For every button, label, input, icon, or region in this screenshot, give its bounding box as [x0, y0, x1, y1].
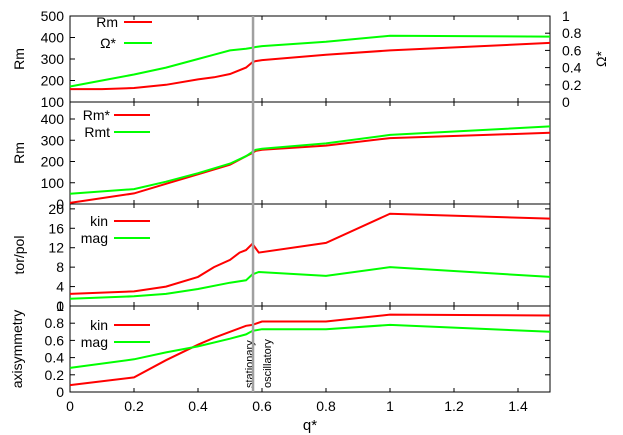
- y-tick-label: 400: [41, 111, 65, 127]
- y-tick-label: 200: [41, 154, 65, 170]
- y-tick-label: 4: [56, 279, 64, 295]
- x-tick-label: 0.2: [124, 398, 144, 414]
- series-line-torpol-red: [69, 212, 551, 295]
- y-tick-label: 0.4: [45, 350, 65, 366]
- x-axis-ticks: 0 0.2 0.4 0.6 0.8 1 1.2 1.4: [66, 16, 528, 414]
- y-tick-label: 300: [41, 51, 65, 67]
- series-line-torpol-green: [69, 266, 551, 300]
- y-axis-label: tor/pol: [11, 236, 27, 275]
- legend-label: kin: [90, 213, 108, 229]
- x-tick-label: 1: [386, 398, 394, 414]
- y-tick-label: 1: [56, 298, 64, 314]
- y-tick-label: 16: [48, 220, 64, 236]
- y-tick-label: 200: [41, 73, 65, 89]
- y-tick-label: 0: [56, 298, 64, 314]
- legend-label: kin: [90, 317, 108, 333]
- x-tick-label: 1.4: [508, 398, 528, 414]
- y-tick-label: 0.8: [45, 315, 65, 331]
- series-line-rm-omega-green: [69, 34, 551, 88]
- panel-torpol: tor/pol kin mag: [11, 203, 551, 307]
- y-tick-label: 0: [56, 384, 64, 400]
- y-tick-label: 20: [48, 201, 64, 217]
- series-line-rm-omega-red: [70, 41, 551, 91]
- legend: Rm* Rmt: [83, 107, 150, 140]
- y2-tick-label: 0.2: [562, 77, 582, 93]
- series-line-axisym-red: [69, 313, 551, 387]
- legend: kin mag: [81, 317, 150, 350]
- y-tick-label: 0.6: [45, 332, 65, 348]
- y2-tick-label: 0.4: [562, 60, 582, 76]
- x-tick-label: 0: [66, 398, 74, 414]
- panel-frame: [69, 101, 551, 205]
- y2-tick-label: 0: [562, 94, 570, 110]
- legend-label: Rmt: [84, 124, 110, 140]
- y-tick-label: 8: [56, 259, 64, 275]
- y2-axis-label: Ω*: [593, 50, 609, 66]
- legend-label: Rm*: [83, 107, 111, 123]
- y-tick-label: 400: [41, 30, 65, 46]
- y2-tick-label: 0.8: [562, 25, 582, 41]
- y-tick-label: 12: [48, 240, 64, 256]
- panel-frame: [69, 305, 551, 393]
- x-axis-label: q*: [303, 417, 317, 434]
- panel-rm-crit: Rm Rm* Rmt: [11, 101, 551, 205]
- y2-tick-label: 0.6: [562, 42, 582, 58]
- y-tick-label: 0.2: [45, 367, 65, 383]
- panel-axisym: axisymmetry kin mag: [9, 305, 551, 393]
- series-line-axisym-green: [69, 323, 551, 369]
- x-tick-label: 0.6: [252, 398, 272, 414]
- legend: kin mag: [81, 213, 150, 246]
- y-axis-label: Rm: [11, 142, 27, 164]
- y2-tick-label: 1: [562, 8, 570, 24]
- y-tick-label: 100: [41, 94, 65, 110]
- oscillatory-label: oscillatory: [262, 339, 274, 388]
- series-lines: [69, 34, 551, 387]
- legend-label: mag: [81, 334, 108, 350]
- y-axis-label: axisymmetry: [9, 310, 25, 389]
- y-axis-ticks: 10020030040050000.20.40.60.8101002003004…: [41, 8, 582, 400]
- x-tick-label: 0.8: [316, 398, 336, 414]
- legend: Rm Ω*: [96, 14, 152, 51]
- y-tick-label: 300: [41, 132, 65, 148]
- legend-label: mag: [81, 230, 108, 246]
- y-axis-label: Rm: [11, 48, 27, 70]
- y-tick-label: 100: [41, 175, 65, 191]
- legend-label: Ω*: [100, 35, 116, 51]
- x-tick-label: 1.2: [444, 398, 464, 414]
- x-tick-label: 0.4: [188, 398, 208, 414]
- y-tick-label: 500: [41, 8, 65, 24]
- series-line-rm-crit-red: [69, 131, 551, 204]
- panel-frame: [69, 15, 551, 103]
- y-tick-label: 0: [56, 196, 64, 212]
- legend-label: Rm: [96, 14, 118, 30]
- series-line-rm-crit-green: [69, 125, 551, 195]
